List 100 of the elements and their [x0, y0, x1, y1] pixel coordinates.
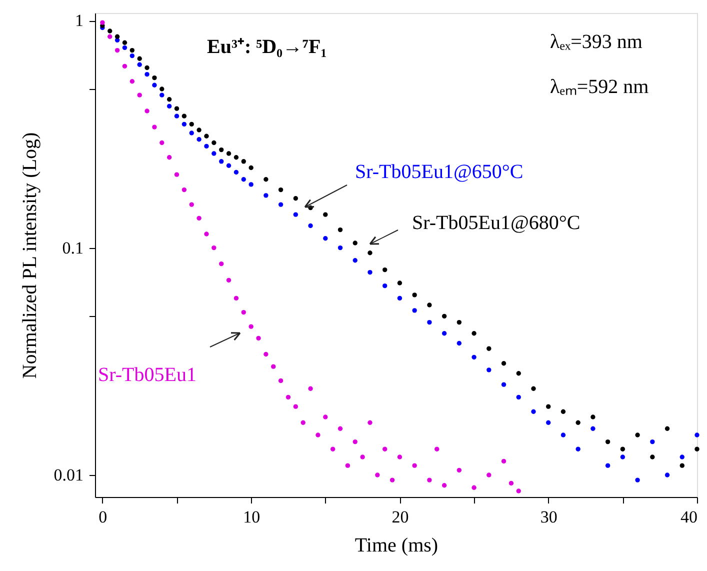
point [501, 458, 506, 464]
point [412, 463, 417, 468]
x-tick-label: 0 [98, 508, 108, 526]
point [576, 420, 580, 425]
point [137, 62, 142, 67]
point [590, 414, 596, 420]
point [397, 280, 402, 286]
point [264, 177, 268, 182]
point [330, 446, 336, 452]
point [108, 34, 112, 39]
point [204, 134, 209, 138]
point [368, 420, 372, 425]
point [264, 352, 268, 357]
point [241, 159, 246, 164]
point [368, 270, 372, 275]
point [664, 426, 670, 431]
point [114, 48, 120, 53]
point [531, 386, 536, 391]
point [338, 426, 343, 431]
point [620, 454, 626, 460]
y-tick-label: 0.01 [54, 465, 84, 484]
point [412, 292, 417, 298]
point [144, 108, 150, 114]
point [345, 463, 350, 468]
point [293, 404, 298, 409]
text: Sr-Tb05Eu1@680°C [412, 212, 580, 234]
point [278, 378, 284, 384]
point [635, 432, 640, 438]
point [456, 320, 462, 325]
point [576, 446, 580, 452]
point [650, 439, 655, 444]
point [605, 439, 610, 444]
point [680, 454, 684, 460]
point [427, 478, 432, 482]
y-axis-title: Normalized PL intensity (Log) [18, 132, 41, 379]
point [352, 439, 358, 444]
point [680, 463, 684, 468]
point [196, 216, 202, 221]
point [248, 182, 254, 187]
point [590, 426, 596, 431]
point [189, 122, 194, 127]
x-axis-title: Time (ms) [354, 534, 438, 556]
point [352, 258, 358, 263]
point [338, 245, 343, 250]
point [137, 92, 142, 98]
point [382, 284, 388, 288]
point [248, 324, 254, 329]
text: Sr-Tb05Eu1 [98, 364, 196, 386]
point [412, 308, 417, 313]
point [160, 140, 164, 146]
point [390, 478, 395, 482]
point [152, 75, 157, 80]
point [144, 65, 150, 70]
point [694, 446, 700, 452]
point [234, 296, 239, 301]
point [338, 227, 343, 232]
point [174, 172, 180, 177]
point [204, 232, 209, 236]
point [212, 140, 216, 146]
y-tick-label: 1 [75, 11, 84, 30]
point [182, 187, 187, 192]
text: Sr-Tb05Eu1@650°C [355, 161, 524, 183]
point [130, 48, 135, 53]
point [204, 144, 209, 149]
point [605, 463, 610, 468]
point [219, 159, 224, 164]
point [360, 454, 365, 460]
point [196, 137, 202, 142]
point [130, 53, 135, 58]
point [501, 382, 506, 387]
point [486, 346, 492, 351]
point [546, 420, 551, 425]
point [546, 404, 551, 409]
y-tick-label: 0.1 [62, 238, 84, 258]
point [130, 79, 135, 84]
point [382, 446, 388, 452]
point [531, 409, 536, 414]
point [219, 261, 224, 266]
point [174, 114, 180, 118]
point [694, 432, 700, 438]
point [486, 368, 492, 372]
point [375, 472, 380, 478]
annotation: Eu³⁺: ⁵D₀→⁷F₁ [207, 36, 327, 58]
point [286, 394, 291, 400]
point [234, 155, 239, 160]
point [152, 124, 157, 130]
point [189, 202, 194, 207]
point [368, 250, 372, 256]
point [160, 92, 164, 98]
point [122, 64, 128, 69]
point [174, 106, 180, 111]
point [219, 147, 224, 152]
point [166, 97, 172, 102]
point [264, 193, 268, 198]
point [516, 488, 521, 494]
point [293, 212, 298, 217]
point [241, 310, 246, 315]
x-tick-label: 30 [540, 508, 558, 526]
point [152, 82, 157, 88]
point [182, 114, 187, 118]
